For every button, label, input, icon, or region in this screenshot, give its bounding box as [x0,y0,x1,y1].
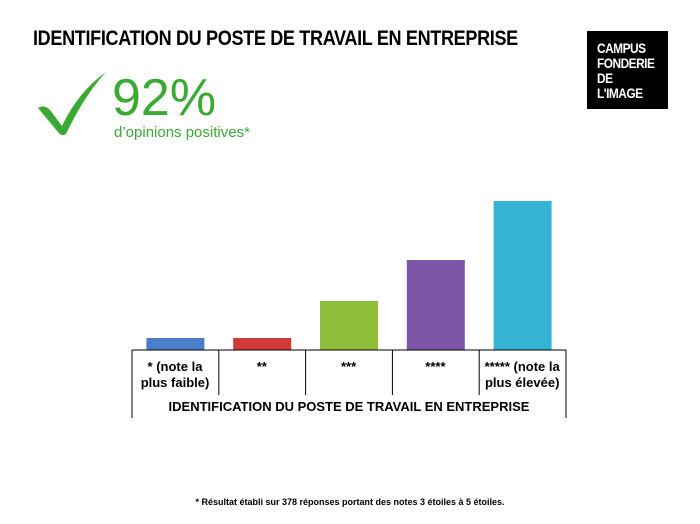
bar-4 [406,260,465,350]
logo-line: L'IMAGE [597,85,643,101]
category-label-line: ***** (note la [484,359,560,374]
logo-line: CAMPUS [597,40,646,56]
category-label: * (note la plus faible) [132,359,218,391]
bar-2 [233,338,292,350]
category-label-line: **** [425,359,446,374]
bar-5 [493,201,552,350]
positive-opinions-label: d’opinions positives* [114,124,250,141]
x-axis-title: IDENTIFICATION DU POSTE DE TRAVAIL EN EN… [168,399,530,414]
category-label-line: *** [341,359,357,374]
positive-percentage: 92% [112,69,217,127]
logo-text: CAMPUS FONDERIE DE L'IMAGE [597,40,655,101]
page-title: IDENTIFICATION DU POSTE DE TRAVAIL EN EN… [33,27,518,50]
category-label-line: plus faible) [140,375,210,390]
logo-line: FONDERIE [597,55,655,71]
category-label: *** [306,359,392,375]
category-label: **** [392,359,478,375]
checkmark-icon [38,72,106,136]
bar-3 [320,301,378,350]
category-label: ***** (note la plus élevée) [479,359,565,391]
category-label-line: * (note la [147,359,203,374]
category-label-line: plus élevée) [484,375,560,390]
category-label: ** [219,359,305,375]
category-label-line: ** [256,359,267,374]
bar-1 [146,338,205,350]
campus-logo: CAMPUS FONDERIE DE L'IMAGE [587,31,668,109]
footnote: * Résultat établi sur 378 réponses porta… [195,497,505,507]
logo-line: DE [597,70,613,86]
bar-chart [131,201,567,418]
